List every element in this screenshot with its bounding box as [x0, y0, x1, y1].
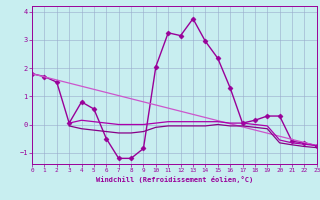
X-axis label: Windchill (Refroidissement éolien,°C): Windchill (Refroidissement éolien,°C) [96, 176, 253, 183]
